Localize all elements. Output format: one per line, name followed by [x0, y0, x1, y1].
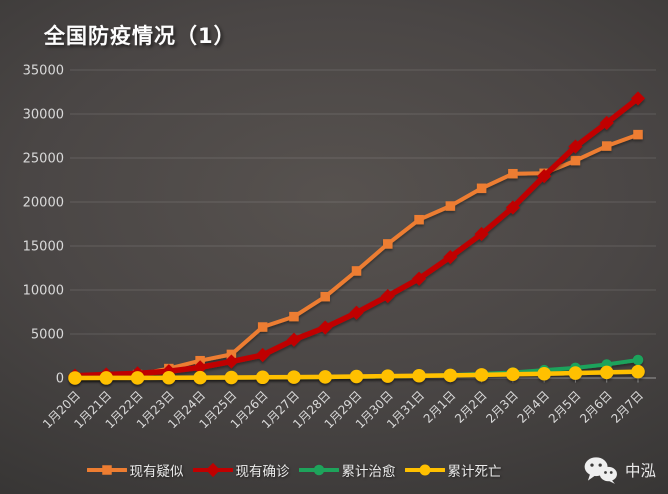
marker-existing-suspected [601, 141, 612, 151]
marker-existing-confirmed [630, 91, 646, 106]
marker-existing-suspected [226, 349, 237, 360]
legend-marker-existing-confirmed [192, 462, 233, 478]
y-tick-label: 35000 [23, 64, 64, 79]
marker-existing-suspected [289, 311, 299, 322]
marker-cumulative-deaths [162, 371, 176, 385]
x-tick-label: 2月7日 [608, 388, 646, 426]
marker-existing-confirmed [318, 320, 333, 335]
legend-label-cumulative-deaths: 累计死亡 [447, 464, 502, 480]
marker-existing-confirmed [193, 360, 208, 375]
marker-existing-confirmed [474, 226, 489, 242]
marker-existing-confirmed [537, 169, 552, 184]
legend-label-existing-suspected: 现有疑似 [129, 464, 184, 480]
marker-existing-suspected [320, 291, 330, 302]
marker-cumulative-deaths [193, 370, 207, 385]
series-line-existing-suspected [73, 132, 640, 380]
marker-cumulative-deaths [224, 370, 239, 385]
x-tick-label: 2月6日 [577, 388, 615, 426]
legend-item-existing-suspected: 现有疑似 [86, 460, 184, 480]
series-cumulative-deaths [68, 364, 645, 385]
legend-item-cumulative-deaths: 累计死亡 [404, 460, 502, 480]
marker-cumulative-deaths [568, 366, 583, 380]
y-tick-label: 25000 [23, 152, 64, 167]
marker-cumulative-deaths [287, 370, 301, 384]
marker-cumulative-cured [632, 354, 644, 366]
y-tick-label: 10000 [23, 284, 64, 299]
marker-existing-suspected [633, 129, 643, 140]
marker-cumulative-deaths [631, 364, 645, 379]
y-axis-labels: 0 5000 10000 15000 20000 25000 30000 35000 [23, 64, 64, 387]
wechat-icon [584, 457, 617, 484]
marker-cumulative-deaths [381, 369, 395, 383]
marker-existing-suspected [570, 155, 581, 166]
marker-existing-confirmed [411, 271, 427, 286]
y-tick-label: 15000 [23, 240, 64, 255]
marker-existing-confirmed [286, 332, 302, 347]
marker-existing-suspected [257, 322, 268, 332]
marker-cumulative-deaths [68, 371, 82, 385]
legend-item-cumulative-cured: 累计治愈 [298, 460, 396, 480]
marker-existing-confirmed [568, 139, 583, 154]
marker-existing-confirmed [255, 347, 270, 363]
marker-existing-confirmed [224, 354, 239, 369]
marker-existing-suspected [476, 183, 487, 194]
marker-cumulative-deaths [443, 368, 458, 383]
watermark-text: 中泓 [624, 462, 656, 480]
marker-existing-confirmed [443, 249, 458, 265]
chart-legend: 现有疑似 现有确诊 累计治愈 累计死亡 [0, 460, 588, 480]
gridlines [70, 69, 656, 335]
marker-cumulative-deaths [255, 370, 270, 385]
marker-cumulative-deaths [318, 370, 332, 384]
watermark: 中泓 [583, 456, 656, 484]
marker-existing-suspected [383, 239, 393, 249]
y-tick-label: 5000 [31, 328, 64, 343]
marker-existing-suspected [351, 266, 362, 276]
legend-label-existing-confirmed: 现有确诊 [235, 464, 290, 480]
marker-cumulative-deaths [412, 368, 426, 383]
legend-label-cumulative-cured: 累计治愈 [341, 464, 396, 480]
x-tick-label: 2月3日 [483, 388, 521, 426]
legend-marker-existing-suspected [86, 465, 127, 475]
marker-cumulative-deaths [99, 371, 114, 385]
marker-existing-confirmed [349, 305, 364, 320]
marker-cumulative-deaths [349, 369, 364, 384]
y-tick-label: 20000 [23, 196, 64, 211]
x-tick-label: 2月1日 [421, 388, 459, 426]
marker-existing-confirmed [380, 289, 395, 304]
legend-marker-cumulative-cured [298, 464, 339, 476]
chart-title: 全国防疫情况（1） [44, 24, 236, 48]
y-tick-label: 0 [56, 372, 64, 387]
marker-existing-suspected [414, 214, 424, 225]
x-tick-label: 2月2日 [452, 388, 490, 426]
legend-item-existing-confirmed: 现有确诊 [192, 460, 290, 480]
x-tick-label: 2月4日 [515, 388, 553, 426]
marker-existing-confirmed [505, 200, 520, 215]
marker-cumulative-deaths [537, 366, 551, 381]
marker-cumulative-deaths [506, 367, 520, 382]
marker-cumulative-deaths [130, 371, 145, 385]
marker-existing-suspected [445, 201, 456, 211]
x-axis-labels: 1月20日1月21日1月22日1月23日1月24日1月25日1月26日1月27日… [40, 388, 646, 431]
marker-existing-suspected [508, 168, 518, 179]
marker-cumulative-deaths [474, 368, 489, 382]
y-tick-label: 30000 [23, 108, 64, 123]
legend-marker-cumulative-deaths [404, 464, 445, 476]
marker-cumulative-deaths [599, 365, 614, 380]
x-tick-label: 2月5日 [546, 388, 584, 426]
marker-existing-confirmed [599, 115, 614, 131]
series-existing-confirmed [67, 91, 646, 383]
